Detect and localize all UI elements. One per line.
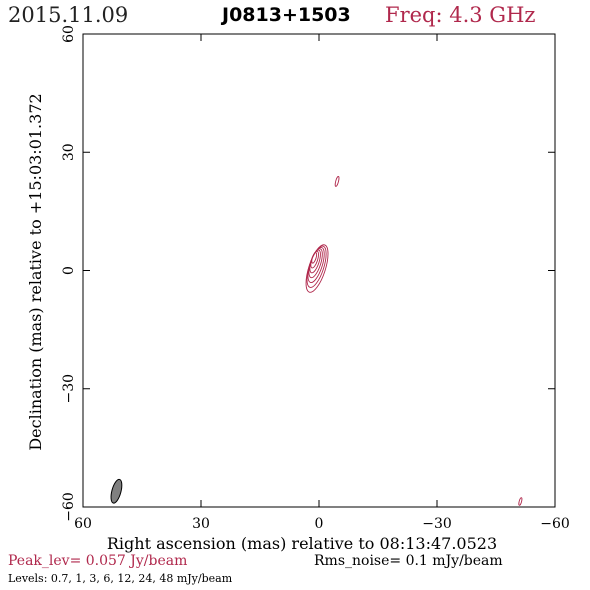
y-tick-label: −30: [61, 374, 77, 404]
minor-component-contour: [334, 176, 340, 187]
source-name: J0813+1503: [222, 4, 351, 26]
x-tick-label: 60: [74, 516, 92, 532]
x-tick-label: −30: [422, 516, 452, 532]
contour-levels: Levels: 0.7, 1, 3, 6, 12, 24, 48 mJy/bea…: [8, 572, 233, 585]
y-tick-label: −60: [61, 492, 77, 522]
peak-level: Peak_lev= 0.057 Jy/beam: [8, 553, 188, 569]
y-tick-label: 0: [61, 266, 77, 275]
minor-component-contour: [518, 497, 523, 506]
plot-frame: [82, 33, 556, 508]
x-tick-label: 0: [315, 516, 324, 532]
y-tick-label: 60: [61, 25, 77, 43]
frequency-label: Freq: 4.3 GHz: [385, 3, 536, 27]
beam-ellipse: [110, 478, 123, 504]
observation-date: 2015.11.09: [8, 3, 129, 27]
x-axis-label: Right ascension (mas) relative to 08:13:…: [107, 534, 497, 553]
y-tick-label: 30: [61, 143, 77, 161]
x-tick-label: 30: [192, 516, 210, 532]
x-tick-label: −60: [540, 516, 570, 532]
rms-noise: Rms_noise= 0.1 mJy/beam: [314, 553, 503, 569]
contour-group: [110, 176, 523, 506]
contour-line: [311, 252, 318, 264]
y-axis-label: Declination (mas) relative to +15:03:01.…: [26, 93, 45, 450]
